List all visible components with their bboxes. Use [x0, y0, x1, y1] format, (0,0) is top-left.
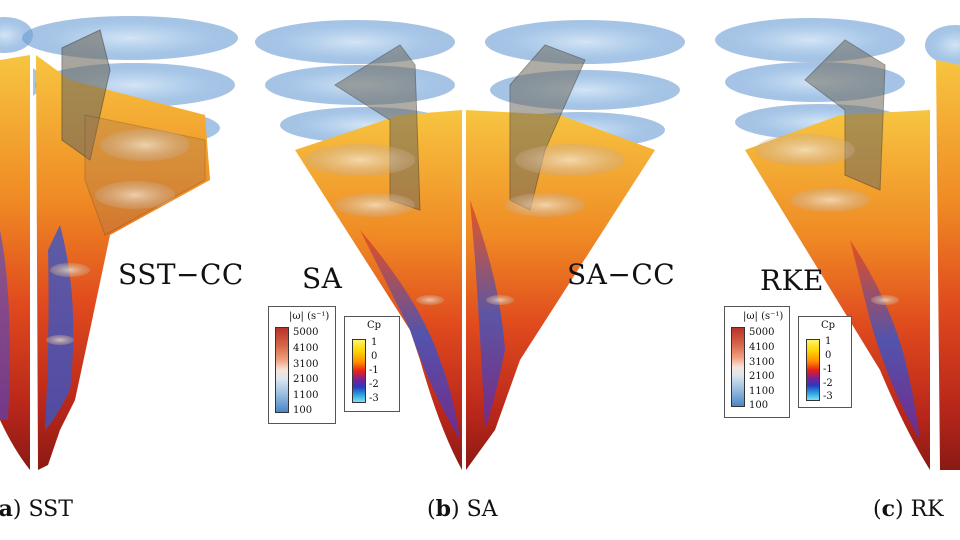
caption-text: SA — [459, 497, 498, 522]
label-rke: RKE — [760, 264, 824, 297]
legend-tick: 5000 — [293, 327, 319, 338]
legend-tick: 1 — [825, 336, 832, 347]
pressure-field — [936, 60, 960, 470]
swirl-surface — [505, 193, 585, 217]
swirl-surface — [790, 188, 870, 212]
swirl-surface — [515, 144, 625, 176]
vortex-surface — [255, 20, 455, 64]
vorticity-legend: |ω| (s⁻¹) 5000 4100 3100 2100 1100 100 — [724, 306, 790, 418]
legend-tick: 4100 — [749, 342, 775, 353]
label-sst-cc: SST−CC — [118, 258, 244, 291]
swirl-surface — [305, 144, 415, 176]
legend-tick: 2100 — [293, 374, 319, 385]
cp-legend: Cp 1 0 -1 -2 -3 — [344, 316, 400, 412]
swirl-surface — [335, 193, 415, 217]
swirl-surface — [871, 295, 899, 305]
vortex-surface — [715, 18, 905, 62]
cp-legend-title: Cp — [821, 320, 836, 331]
legend-tick: 100 — [749, 400, 769, 411]
caption-open: ( — [427, 497, 436, 522]
vortex-surface — [485, 20, 685, 64]
caption-text: SST — [21, 497, 73, 522]
legend-tick: 1 — [371, 337, 378, 348]
vorticity-colorbar — [275, 327, 289, 413]
caption-close: ) — [895, 497, 904, 522]
cp-colorbar — [352, 339, 366, 403]
vortex-core — [0, 230, 10, 420]
swirl-surface — [100, 129, 190, 161]
legend-tick: 1100 — [749, 386, 775, 397]
legend-tick: -3 — [823, 391, 833, 402]
vortex-core — [850, 240, 920, 440]
legend-tick: -3 — [369, 393, 379, 404]
vorticity-colorbar — [731, 327, 745, 407]
swirl-surface — [50, 263, 90, 277]
legend-tick: -1 — [823, 364, 833, 375]
cp-legend-title: Cp — [367, 320, 382, 331]
vortex-core — [470, 200, 505, 430]
vortex-core — [360, 230, 460, 440]
vortex-surface — [0, 17, 33, 53]
panel-c-visualization — [715, 18, 960, 475]
swirl-surface — [95, 181, 175, 209]
swirl-surface — [416, 295, 444, 305]
divider-line — [930, 60, 934, 475]
caption-open: ( — [873, 497, 882, 522]
caption-text: RK — [903, 497, 944, 522]
vorticity-legend-title: |ω| (s⁻¹) — [289, 311, 330, 322]
caption-letter: c — [881, 496, 895, 522]
swirl-surface — [486, 295, 514, 305]
legend-tick: -2 — [369, 379, 379, 390]
legend-tick: 3100 — [293, 359, 319, 370]
caption-close: ) — [450, 497, 460, 522]
swirl-surface — [46, 335, 74, 345]
divider-line — [462, 90, 466, 475]
pressure-field — [295, 110, 462, 470]
wing-plate — [61, 29, 111, 161]
vortex-surface — [22, 16, 238, 60]
legend-tick: -1 — [369, 365, 379, 376]
caption-a: (a) SST — [0, 496, 73, 522]
legend-tick: 4100 — [293, 343, 319, 354]
caption-letter: b — [435, 496, 451, 522]
panel-b-visualization — [255, 20, 685, 475]
caption-c: (c) RK — [873, 496, 944, 522]
swirl-surface — [755, 134, 855, 166]
legend-tick: 3100 — [749, 357, 775, 368]
label-sa-cc: SA−CC — [567, 258, 676, 291]
legend-tick: 100 — [293, 405, 313, 416]
legend-tick: 0 — [825, 350, 832, 361]
legend-tick: 2100 — [749, 371, 775, 382]
caption-b: (b) SA — [427, 496, 498, 522]
wing-plate — [804, 39, 886, 191]
caption-letter: a — [0, 496, 13, 522]
legend-tick: 1100 — [293, 390, 319, 401]
legend-tick: 0 — [371, 351, 378, 362]
panel-a-visualization — [0, 16, 238, 475]
legend-tick: -2 — [823, 378, 833, 389]
cp-colorbar — [806, 339, 820, 401]
vortex-surface — [925, 25, 960, 65]
caption-close: ) — [12, 497, 22, 522]
label-sa: SA — [302, 262, 343, 295]
cp-legend: Cp 1 0 -1 -2 -3 — [798, 316, 852, 408]
vorticity-legend-title: |ω| (s⁻¹) — [743, 311, 784, 322]
divider-line — [30, 55, 33, 475]
legend-tick: 5000 — [749, 327, 775, 338]
vorticity-legend: |ω| (s⁻¹) 5000 4100 3100 2100 1100 100 — [268, 306, 336, 424]
